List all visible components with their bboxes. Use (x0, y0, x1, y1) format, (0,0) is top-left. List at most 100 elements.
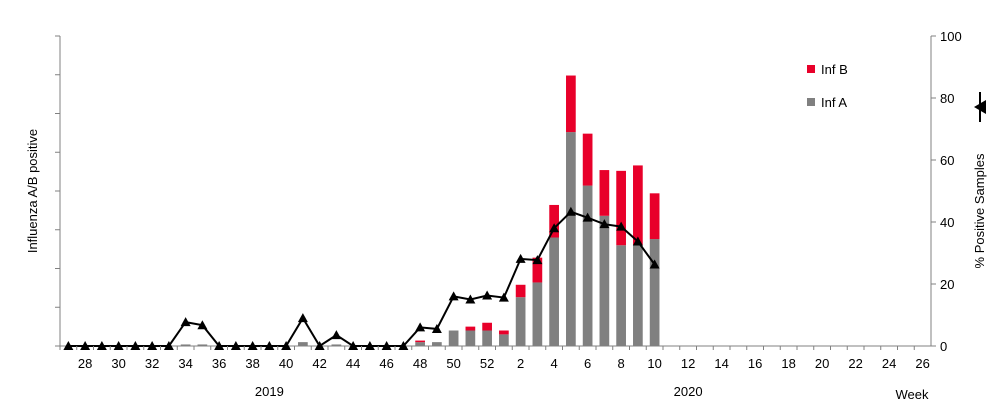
year-label-2019: 2019 (255, 384, 284, 399)
right-axis-title: % Positive Samples (972, 153, 987, 268)
bar-inf-b-week-8-33 (616, 170, 626, 246)
line-marker-week-38-11 (247, 341, 258, 350)
right-tick-label-0: 0 (940, 339, 947, 354)
bar-inf-b-week-48-21 (415, 340, 425, 343)
right-tick-label-80: 80 (940, 91, 954, 106)
legend-label-inf-a: Inf A (821, 95, 847, 110)
bar-inf-a-week-51-24 (465, 330, 476, 346)
x-tick-label-40: 40 (279, 356, 293, 371)
x-tick-label-20: 20 (815, 356, 829, 371)
bar-inf-a-week-50-23 (448, 330, 459, 346)
bar-inf-a-week-2-27 (515, 297, 526, 346)
bar-inf-b-week-9-34 (633, 165, 643, 246)
x-axis-title: Week (896, 387, 929, 402)
legend-label-inf-b: Inf B (821, 62, 848, 77)
x-tick-label-38: 38 (245, 356, 259, 371)
x-tick-label-52: 52 (480, 356, 494, 371)
line-marker-week-30-3 (113, 341, 124, 350)
line-marker-week-6-31 (582, 212, 593, 222)
x-tick-label-12: 12 (681, 356, 695, 371)
line-marker-week-8-33 (616, 221, 627, 231)
bar-inf-b-week-4-29 (549, 204, 559, 238)
x-tick-label-50: 50 (446, 356, 460, 371)
line-marker-week-40-13 (281, 341, 292, 350)
line-marker-week-5-30 (565, 206, 576, 216)
line-marker-week-47-20 (398, 341, 409, 350)
x-tick-label-26: 26 (915, 356, 929, 371)
line-marker-week-28-1 (80, 341, 91, 350)
bar-inf-a-week-52-25 (482, 330, 492, 346)
left-axis-title: Influenza A/B positive (25, 129, 40, 253)
bar-inf-a-week-43-16 (331, 344, 342, 346)
x-tick-label-46: 46 (379, 356, 393, 371)
line-marker-week-10-35 (649, 259, 660, 269)
bar-inf-b-week-52-25 (482, 322, 492, 331)
bar-inf-a-week-1-26 (499, 334, 509, 346)
bar-inf-b-week-7-32 (599, 170, 610, 216)
right-tick-label-40: 40 (940, 215, 954, 230)
line-marker-week-37-10 (230, 341, 241, 350)
plot-frame (59, 36, 932, 347)
bar-inf-a-week-35-8 (197, 344, 208, 346)
right-tick-label-60: 60 (940, 153, 954, 168)
line-marker-week-52-25 (482, 290, 493, 300)
line-marker-week-32-5 (147, 341, 158, 350)
x-tick-label-22: 22 (848, 356, 862, 371)
legend-swatch-inf-a (807, 98, 815, 106)
x-tick-label-28: 28 (78, 356, 92, 371)
right-axis-marker (974, 92, 986, 122)
line-marker-week-50-23 (448, 291, 459, 301)
bar-inf-b-week-1-26 (499, 330, 509, 335)
line-marker-week-7-32 (599, 219, 610, 229)
line-marker-week-4-29 (549, 223, 560, 233)
line-marker-week-36-9 (214, 341, 225, 350)
bar-inf-a-week-5-30 (566, 132, 576, 346)
line-marker-week-48-21 (415, 322, 426, 332)
line-marker-week-43-16 (331, 330, 342, 340)
line-marker-week-33-6 (163, 341, 174, 350)
right-axis-ticks: 0 20 40 60 80 100 (931, 29, 962, 354)
bar-inf-a-week-9-34 (633, 245, 643, 346)
line-marker-week-34-7 (180, 317, 191, 327)
x-axis-ticks: 28 30 32 34 36 38 40 42 44 46 48 50 52 2 4 6 8 10 12 14 16 18… (59, 346, 930, 371)
line-marker-week-27-0 (63, 341, 74, 350)
line-marker-week-45-18 (364, 341, 375, 350)
bar-inf-a-week-34-7 (180, 344, 191, 346)
right-axis-marker-triangle (974, 100, 986, 114)
x-tick-label-10: 10 (647, 356, 661, 371)
bar-inf-b-week-51-24 (465, 326, 476, 331)
bar-inf-a-week-3-28 (532, 282, 543, 346)
bar-inf-b-week-5-30 (566, 75, 576, 133)
line-marker-week-9-34 (632, 236, 643, 246)
bar-inf-a-week-4-29 (549, 237, 559, 346)
x-tick-label-34: 34 (178, 356, 192, 371)
x-tick-label-32: 32 (145, 356, 159, 371)
line-marker-week-44-17 (348, 341, 359, 350)
line-marker-week-1-26 (498, 292, 509, 302)
x-tick-label-8: 8 (618, 356, 625, 371)
bar-inf-b-week-6-31 (582, 133, 593, 186)
line-marker-week-3-28 (532, 255, 543, 265)
line-marker-week-42-15 (314, 341, 325, 350)
line-marker-week-51-24 (465, 294, 476, 304)
bar-inf-a-week-48-21 (415, 342, 425, 346)
line-marker-week-41-14 (297, 313, 308, 323)
line-series (63, 206, 660, 350)
x-tick-label-48: 48 (413, 356, 427, 371)
x-tick-label-14: 14 (714, 356, 728, 371)
legend: Inf B Inf A (807, 62, 848, 110)
x-tick-label-42: 42 (312, 356, 326, 371)
right-tick-label-20: 20 (940, 277, 954, 292)
line-marker-week-46-19 (381, 341, 392, 350)
bar-inf-a-week-6-31 (582, 185, 593, 346)
x-tick-label-16: 16 (748, 356, 762, 371)
line-marker-week-49-22 (431, 323, 442, 333)
bar-inf-b-week-3-28 (532, 257, 543, 283)
x-tick-label-6: 6 (584, 356, 591, 371)
x-tick-label-4: 4 (551, 356, 558, 371)
year-label-2020: 2020 (674, 384, 703, 399)
bar-inf-a-week-41-14 (298, 342, 308, 346)
left-axis-ticks (55, 35, 60, 347)
x-tick-label-24: 24 (882, 356, 896, 371)
